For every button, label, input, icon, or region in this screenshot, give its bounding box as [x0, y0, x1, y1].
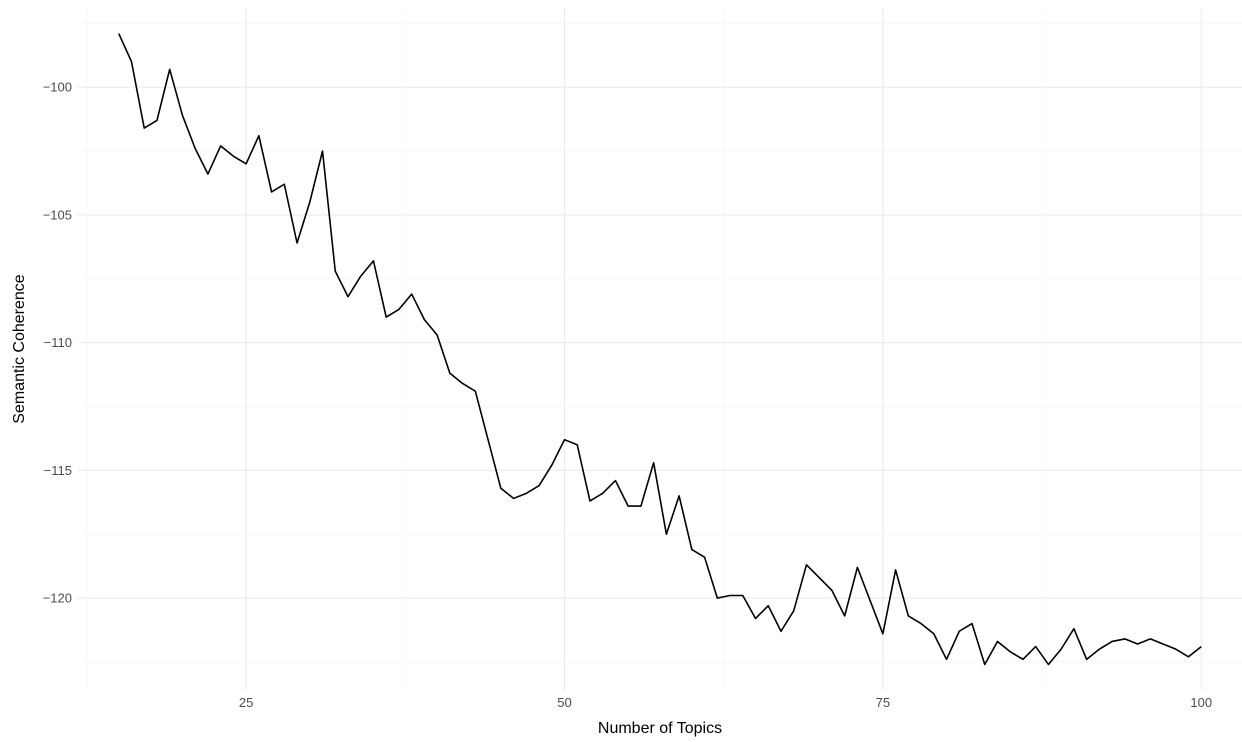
series-layer	[118, 33, 1202, 666]
minor-grid	[78, 8, 1242, 690]
x-tick-label: 50	[557, 695, 571, 710]
x-axis-title: Number of Topics	[598, 720, 722, 737]
y-tick-label: −110	[44, 335, 72, 350]
series-line-0	[118, 33, 1202, 666]
x-tick-label: 100	[1190, 695, 1212, 710]
y-tick-label: −105	[43, 207, 72, 222]
y-tick-label: −120	[43, 591, 72, 606]
x-tick-label: 75	[876, 695, 890, 710]
y-tick-label: −100	[43, 80, 72, 95]
x-axis-ticks: 25 50 75 100	[239, 695, 1212, 710]
y-tick-label: −115	[44, 463, 72, 478]
major-grid	[78, 8, 1242, 690]
x-tick-label: 25	[239, 695, 253, 710]
y-axis-title: Semantic Coherence	[11, 274, 28, 424]
y-axis-ticks: −100 −105 −110 −115 −120	[43, 80, 72, 606]
